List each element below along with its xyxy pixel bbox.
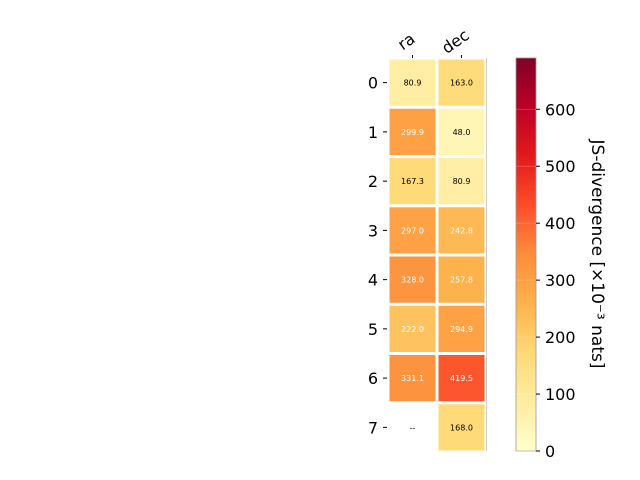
heatmap-cell (438, 59, 485, 106)
heatmap-cell (438, 256, 485, 303)
heatmap-cell (438, 108, 485, 155)
cell-value-label: 419.5 (450, 374, 473, 383)
cell-value-label: 167.3 (401, 177, 424, 186)
cell-value-label: 294.9 (450, 325, 473, 334)
cell-value-label: 168.0 (450, 423, 473, 432)
cell-value-label: 242.8 (450, 226, 473, 235)
cell-value-label: 163.0 (450, 79, 473, 88)
colorbar-gradient (515, 57, 537, 452)
colorbar-tick-label: 400 (545, 214, 576, 233)
cell-value-label: 257.8 (450, 276, 473, 285)
heatmap-cell (438, 207, 485, 254)
heatmap-cell (389, 256, 436, 303)
heatmap-cell (389, 59, 436, 106)
colorbar-label: JS-divergence [×10⁻³ nats] (587, 139, 607, 369)
cell-value-label: 331.1 (401, 374, 424, 383)
heatmap-cell (389, 108, 436, 155)
col-label-ra: ra (394, 29, 418, 54)
cell-value-label: 297.0 (401, 226, 424, 235)
cell-value-label: 222.0 (401, 325, 424, 334)
row-label-6: 6 (368, 369, 378, 388)
heatmap-grid: ra dec 0 80.9 163.0 1 299.9 48.0 2 167.3 80.9 3 297.… (368, 25, 487, 451)
heatmap-cell (438, 158, 485, 205)
heatmap-cell (389, 305, 436, 352)
col-label-dec: dec (438, 25, 472, 57)
colorbar-tick-label: 300 (545, 271, 576, 290)
cell-value-label: -- (410, 423, 416, 432)
heatmap-cell (389, 207, 436, 254)
cell-value-label: 299.9 (401, 128, 424, 137)
cell-value-label: 48.0 (453, 128, 471, 137)
row-label-7: 7 (368, 418, 378, 437)
colorbar: 0 100 200 300 400 500 600 (515, 57, 576, 461)
heatmap-cell (438, 305, 485, 352)
row-label-0: 0 (368, 74, 378, 93)
row-label-4: 4 (368, 271, 378, 290)
row-label-3: 3 (368, 221, 378, 240)
colorbar-tick-label: 0 (545, 442, 555, 461)
cell-value-label: 328.0 (401, 276, 424, 285)
heatmap-cell (389, 355, 436, 402)
row-label-2: 2 (368, 172, 378, 191)
heatmap-cell (438, 404, 485, 451)
colorbar-tick-label: 200 (545, 328, 576, 347)
colorbar-tick-label: 100 (545, 385, 576, 404)
colorbar-tick-label: 500 (545, 157, 576, 176)
row-label-1: 1 (368, 123, 378, 142)
cell-value-label: 80.9 (453, 177, 471, 186)
heatmap-cell (389, 158, 436, 205)
colorbar-tick-label: 600 (545, 100, 576, 119)
row-label-5: 5 (368, 320, 378, 339)
heatmap-cell (438, 355, 485, 402)
cell-value-label: 80.9 (404, 79, 422, 88)
